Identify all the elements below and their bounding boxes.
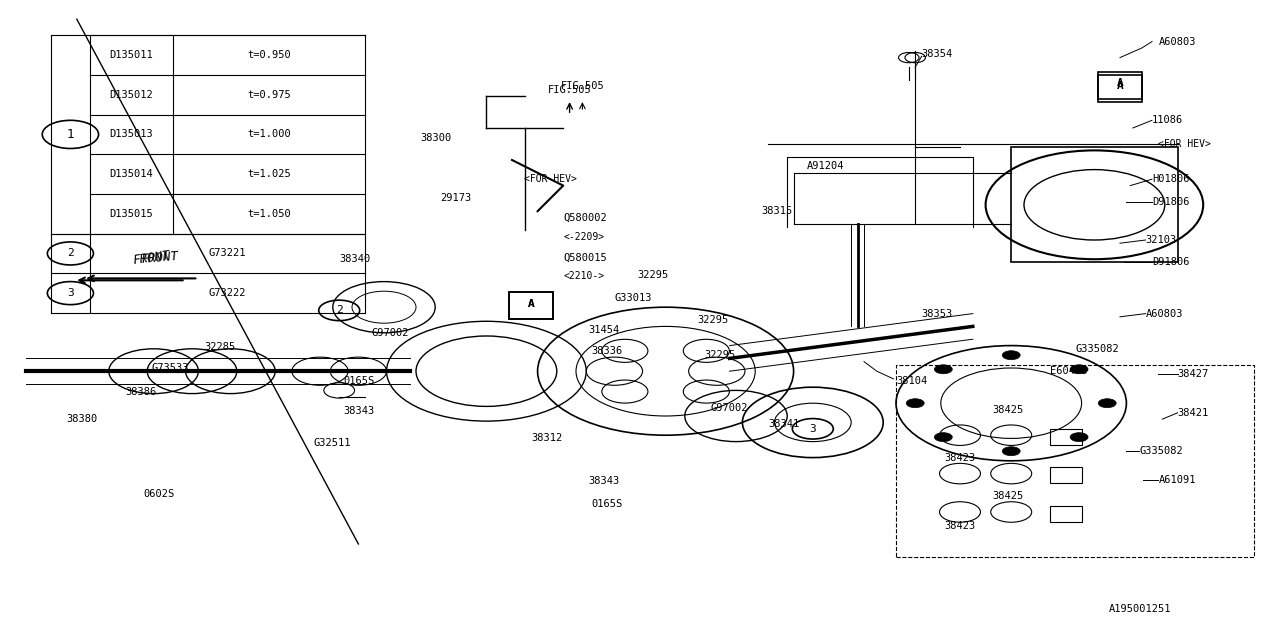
Text: 0602S: 0602S: [143, 489, 174, 499]
Circle shape: [1098, 399, 1116, 408]
Text: A61091: A61091: [1158, 475, 1196, 485]
Text: FRONT: FRONT: [132, 249, 170, 267]
Text: D135013: D135013: [109, 129, 154, 140]
Text: Q580015: Q580015: [563, 252, 607, 262]
Text: A: A: [527, 299, 535, 309]
Text: FIG.505: FIG.505: [561, 81, 604, 92]
Text: G73533: G73533: [151, 363, 188, 373]
Text: D91806: D91806: [1152, 196, 1189, 207]
Text: G335082: G335082: [1075, 344, 1119, 354]
Text: 1: 1: [67, 128, 74, 141]
Text: A60803: A60803: [1146, 308, 1183, 319]
Text: G32511: G32511: [314, 438, 351, 448]
Circle shape: [1070, 365, 1088, 374]
Text: D135012: D135012: [109, 90, 154, 100]
Text: E60403: E60403: [1050, 366, 1087, 376]
Text: 32285: 32285: [205, 342, 236, 352]
Text: G33013: G33013: [614, 292, 652, 303]
Text: 38354: 38354: [922, 49, 952, 60]
Text: 38380: 38380: [67, 414, 97, 424]
Text: 38104: 38104: [896, 376, 927, 386]
Text: <FOR HEV>: <FOR HEV>: [1158, 139, 1211, 149]
Text: 31454: 31454: [589, 324, 620, 335]
Text: 32295: 32295: [704, 350, 735, 360]
Text: 38427: 38427: [1178, 369, 1208, 380]
Text: D135015: D135015: [109, 209, 154, 219]
Text: 38423: 38423: [945, 521, 975, 531]
Text: A: A: [527, 299, 535, 309]
Text: FIG.505: FIG.505: [548, 84, 591, 95]
Text: 38343: 38343: [589, 476, 620, 486]
Text: 2: 2: [67, 248, 74, 259]
Text: 38340: 38340: [339, 254, 370, 264]
Text: FRONT: FRONT: [141, 250, 179, 266]
Text: <-2209>: <-2209>: [563, 232, 604, 242]
Text: t=0.975: t=0.975: [247, 90, 291, 100]
Text: 0165S: 0165S: [591, 499, 622, 509]
Text: 38423: 38423: [945, 452, 975, 463]
Text: 3: 3: [809, 424, 817, 434]
Text: A: A: [1116, 81, 1124, 92]
Text: A: A: [1116, 78, 1124, 88]
Text: 32103: 32103: [1146, 235, 1176, 245]
Text: 38315: 38315: [762, 206, 792, 216]
Text: D135014: D135014: [109, 169, 154, 179]
Text: 38341: 38341: [768, 419, 799, 429]
Circle shape: [906, 399, 924, 408]
Text: D135011: D135011: [109, 50, 154, 60]
Text: 38300: 38300: [420, 132, 451, 143]
Circle shape: [1002, 351, 1020, 360]
Text: 38312: 38312: [531, 433, 562, 444]
Text: A195001251: A195001251: [1108, 604, 1171, 614]
Text: 32295: 32295: [698, 315, 728, 325]
Text: G97002: G97002: [710, 403, 748, 413]
Text: t=1.050: t=1.050: [247, 209, 291, 219]
Text: t=1.025: t=1.025: [247, 169, 291, 179]
Text: 38343: 38343: [343, 406, 374, 416]
Text: 38386: 38386: [125, 387, 156, 397]
Text: D91806: D91806: [1152, 257, 1189, 268]
Text: A91204: A91204: [806, 161, 844, 172]
Text: G73222: G73222: [209, 288, 246, 298]
Text: t=1.000: t=1.000: [247, 129, 291, 140]
Text: t=0.950: t=0.950: [247, 50, 291, 60]
Text: 2: 2: [335, 305, 343, 316]
Circle shape: [1070, 433, 1088, 442]
Text: 29173: 29173: [440, 193, 471, 204]
Text: 38425: 38425: [992, 491, 1023, 501]
Text: Q580002: Q580002: [563, 212, 607, 223]
Text: 38421: 38421: [1178, 408, 1208, 418]
Text: 38425: 38425: [992, 404, 1023, 415]
Text: G73221: G73221: [209, 248, 246, 259]
Text: 0165S: 0165S: [343, 376, 374, 386]
Text: G335082: G335082: [1139, 446, 1183, 456]
Text: 38353: 38353: [922, 308, 952, 319]
Text: <FOR HEV>: <FOR HEV>: [524, 174, 577, 184]
Text: 32295: 32295: [637, 270, 668, 280]
Text: H01806: H01806: [1152, 174, 1189, 184]
Circle shape: [934, 433, 952, 442]
Text: 3: 3: [67, 288, 74, 298]
Circle shape: [1002, 447, 1020, 456]
Text: <2210->: <2210->: [563, 271, 604, 282]
Text: G97002: G97002: [371, 328, 408, 338]
Circle shape: [934, 365, 952, 374]
Text: 11086: 11086: [1152, 115, 1183, 125]
Text: 38336: 38336: [591, 346, 622, 356]
Text: A60803: A60803: [1158, 36, 1196, 47]
